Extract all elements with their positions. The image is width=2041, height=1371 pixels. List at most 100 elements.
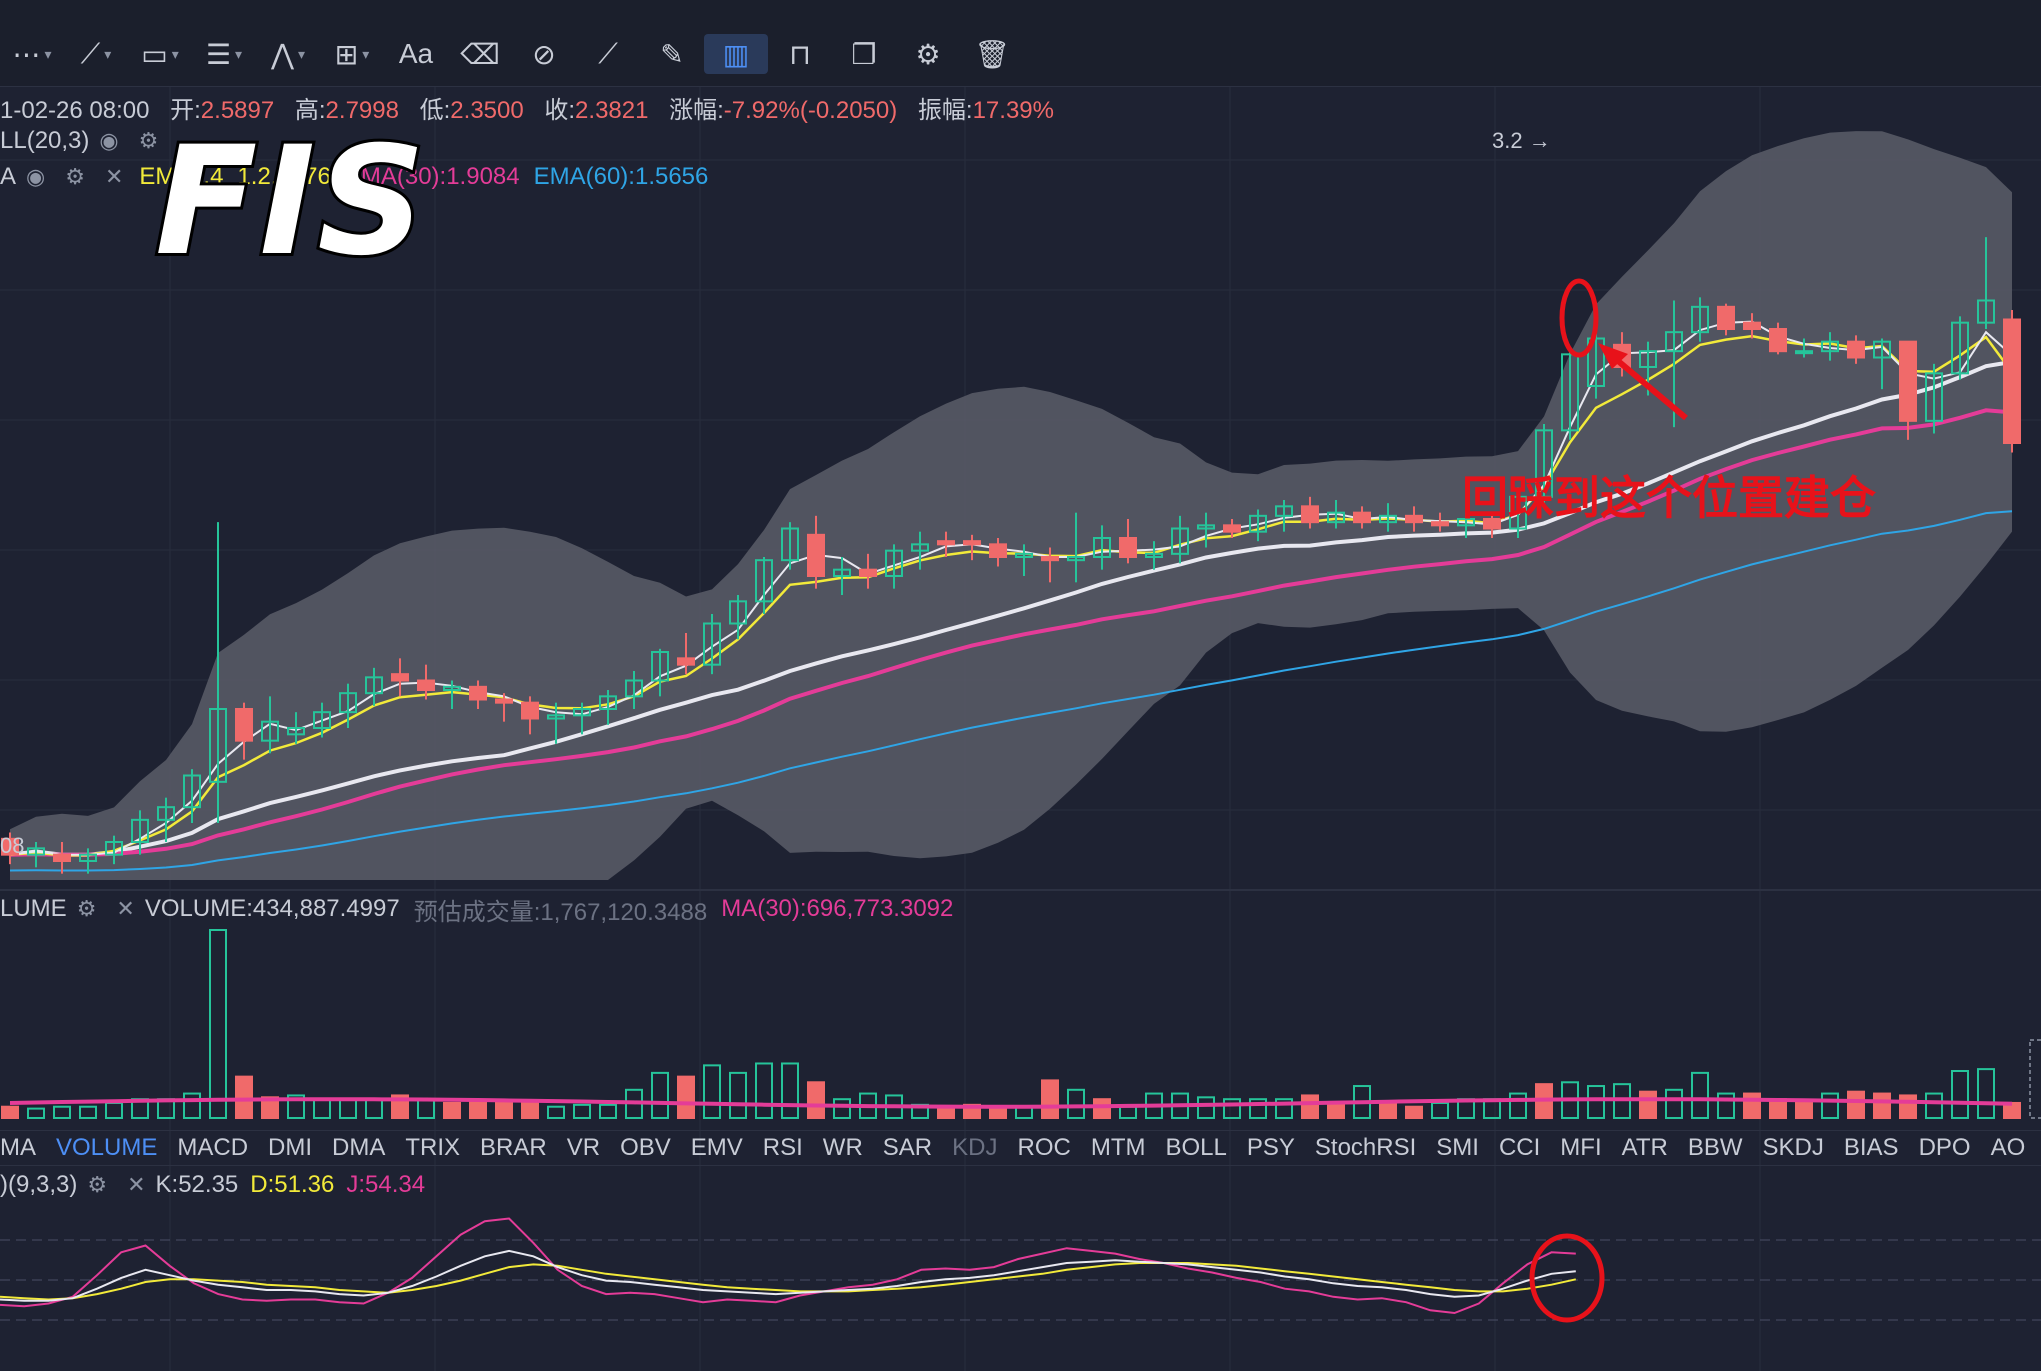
volume-bar-26[interactable] bbox=[677, 1075, 695, 1120]
line-tool-icon[interactable]: ⋯ ▾ bbox=[12, 38, 52, 70]
tab-bias[interactable]: BIAS bbox=[1843, 1134, 1899, 1161]
candle-4[interactable] bbox=[105, 835, 123, 865]
volume-bar-48[interactable] bbox=[1249, 1098, 1267, 1119]
candle-49[interactable] bbox=[1275, 500, 1293, 532]
tab-roc[interactable]: ROC bbox=[1017, 1134, 1071, 1161]
volume-bar-54[interactable] bbox=[1405, 1105, 1423, 1119]
volume-bar-2[interactable] bbox=[53, 1105, 71, 1119]
tab-smi[interactable]: SMI bbox=[1436, 1134, 1479, 1161]
ruler-icon[interactable]: ⟋ bbox=[598, 37, 618, 69]
volume-bar-49[interactable] bbox=[1275, 1098, 1293, 1119]
volume-bar-8[interactable] bbox=[209, 929, 227, 1119]
volume-bar-55[interactable] bbox=[1431, 1101, 1449, 1119]
candle-32[interactable] bbox=[833, 557, 851, 595]
candle-33[interactable] bbox=[859, 553, 877, 589]
volume-bar-32[interactable] bbox=[833, 1098, 851, 1119]
candle-66[interactable] bbox=[1717, 303, 1735, 336]
candle-2[interactable] bbox=[53, 842, 71, 874]
candle-55[interactable] bbox=[1431, 512, 1449, 532]
close-icon[interactable]: ✕ bbox=[116, 896, 135, 921]
volume-bar-42[interactable] bbox=[1093, 1098, 1111, 1119]
candle-46[interactable] bbox=[1197, 512, 1215, 548]
tab-dmi[interactable]: DMI bbox=[268, 1134, 313, 1161]
candle-10[interactable] bbox=[261, 696, 279, 754]
volume-bar-19[interactable] bbox=[495, 1101, 513, 1119]
volume-bar-22[interactable] bbox=[573, 1103, 591, 1119]
tab-trix[interactable]: TRIX bbox=[405, 1134, 461, 1161]
candle-35[interactable] bbox=[911, 531, 929, 570]
candle-0[interactable] bbox=[1, 832, 19, 865]
tab-obv[interactable]: OBV bbox=[620, 1134, 671, 1161]
volume-bar-29[interactable] bbox=[755, 1062, 773, 1119]
eye-icon[interactable]: ◉ bbox=[26, 164, 46, 189]
volume-bar-41[interactable] bbox=[1067, 1088, 1085, 1120]
candlesticks[interactable] bbox=[1, 237, 2021, 874]
fib-icon[interactable]: ☰ ▾ bbox=[205, 38, 243, 70]
candle-23[interactable] bbox=[599, 690, 617, 725]
volume-bar-65[interactable] bbox=[1691, 1071, 1709, 1120]
candle-45[interactable] bbox=[1171, 515, 1189, 564]
candle-72[interactable] bbox=[1873, 338, 1891, 390]
candle-21[interactable] bbox=[547, 702, 565, 744]
candle-50[interactable] bbox=[1301, 496, 1319, 529]
candle-5[interactable] bbox=[131, 810, 149, 855]
volume-bar-31[interactable] bbox=[807, 1081, 825, 1120]
candle-22[interactable] bbox=[573, 702, 591, 735]
tab-sar[interactable]: SAR bbox=[882, 1134, 933, 1161]
gear-icon[interactable]: ⚙ bbox=[65, 164, 85, 189]
volume-bar-17[interactable] bbox=[443, 1101, 461, 1119]
candle-67[interactable] bbox=[1743, 313, 1761, 339]
candle-1[interactable] bbox=[27, 842, 45, 868]
candle-17[interactable] bbox=[443, 680, 461, 710]
lock-icon[interactable]: ⊓ bbox=[789, 38, 811, 70]
volume-bar-9[interactable] bbox=[235, 1075, 253, 1120]
volume-bar-70[interactable] bbox=[1821, 1092, 1839, 1120]
tab-emv[interactable]: EMV bbox=[690, 1134, 743, 1161]
hide-icon[interactable]: ⊘ bbox=[532, 38, 556, 70]
tab-volume[interactable]: VOLUME bbox=[56, 1134, 158, 1161]
tab-rsi[interactable]: RSI bbox=[762, 1134, 803, 1161]
candle-30[interactable] bbox=[781, 522, 799, 570]
volume-bar-14[interactable] bbox=[365, 1098, 383, 1119]
volume-bar-30[interactable] bbox=[781, 1062, 799, 1119]
volume-bar-47[interactable] bbox=[1223, 1098, 1241, 1119]
candle-20[interactable] bbox=[521, 696, 539, 735]
candle-61[interactable] bbox=[1587, 329, 1605, 399]
candle-73[interactable] bbox=[1899, 340, 1917, 440]
volume-bar-71[interactable] bbox=[1847, 1090, 1865, 1120]
pattern-icon[interactable]: ⋀ ▾ bbox=[271, 38, 305, 70]
volume-bar-0[interactable] bbox=[1, 1105, 19, 1119]
tab-ao[interactable]: AO bbox=[1990, 1134, 2026, 1161]
candle-47[interactable] bbox=[1223, 519, 1241, 538]
volume-bar-12[interactable] bbox=[313, 1098, 331, 1119]
candle-65[interactable] bbox=[1691, 297, 1709, 342]
candle-51[interactable] bbox=[1327, 500, 1345, 529]
candle-13[interactable] bbox=[339, 683, 357, 728]
candle-75[interactable] bbox=[1951, 316, 1969, 380]
candle-41[interactable] bbox=[1067, 512, 1085, 583]
candle-36[interactable] bbox=[937, 531, 955, 557]
copy-icon[interactable]: ❐ bbox=[851, 38, 877, 70]
candle-54[interactable] bbox=[1405, 506, 1423, 532]
pen-icon[interactable]: ✎ bbox=[660, 38, 684, 70]
candle-mode-icon[interactable]: ▥ bbox=[704, 34, 768, 74]
candle-11[interactable] bbox=[287, 712, 305, 744]
candle-74[interactable] bbox=[1925, 363, 1943, 434]
volume-bar-4[interactable] bbox=[105, 1101, 123, 1119]
tab-vr[interactable]: VR bbox=[566, 1134, 601, 1161]
eraser-icon[interactable]: ⌫ bbox=[460, 38, 500, 70]
gear-icon[interactable]: ⚙ bbox=[138, 128, 159, 153]
candle-3[interactable] bbox=[79, 848, 97, 874]
tab-cci[interactable]: CCI bbox=[1498, 1134, 1541, 1161]
candle-9[interactable] bbox=[235, 702, 253, 760]
candle-60[interactable] bbox=[1561, 348, 1579, 440]
candle-59[interactable] bbox=[1535, 424, 1553, 507]
candle-14[interactable] bbox=[365, 667, 383, 706]
rectangle-icon[interactable]: ▭ ▾ bbox=[141, 38, 179, 70]
volume-bar-20[interactable] bbox=[521, 1100, 539, 1119]
candle-6[interactable] bbox=[157, 797, 175, 842]
volume-bar-16[interactable] bbox=[417, 1098, 435, 1119]
candle-8[interactable] bbox=[209, 522, 227, 823]
volume-bar-27[interactable] bbox=[703, 1064, 721, 1119]
volume-bar-7[interactable] bbox=[183, 1092, 201, 1120]
